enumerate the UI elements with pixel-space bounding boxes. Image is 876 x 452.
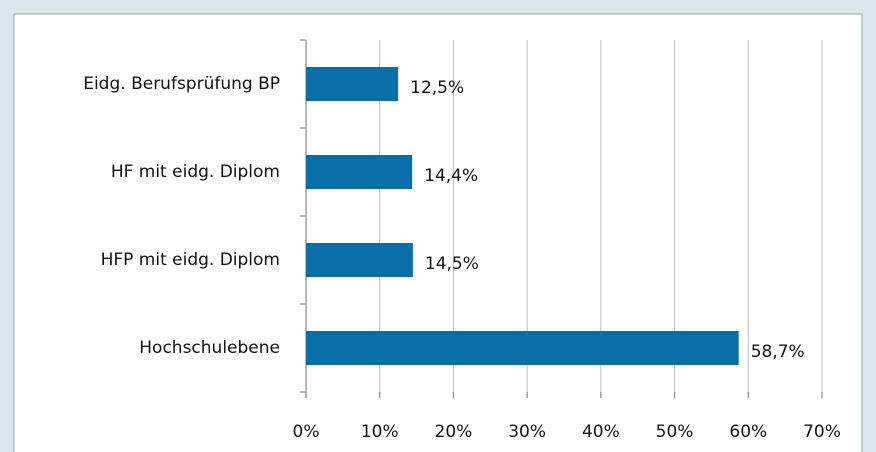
data-label: 14,4% — [424, 166, 478, 186]
x-tick-label: 60% — [729, 422, 767, 442]
x-tick-label: 0% — [293, 422, 320, 442]
data-label: 14,5% — [425, 254, 479, 274]
y-tick-label: Eidg. Berufsprüfung BP — [83, 74, 280, 94]
bar — [306, 243, 413, 277]
x-tick-label: 20% — [435, 422, 473, 442]
x-tick-label: 40% — [582, 422, 620, 442]
bar — [306, 67, 399, 101]
bar — [306, 331, 739, 365]
x-tick-label: 10% — [361, 422, 399, 442]
chart-panel — [13, 13, 863, 452]
x-tick-label: 30% — [508, 422, 546, 442]
data-label: 12,5% — [410, 78, 464, 98]
y-tick-label: HF mit eidg. Diplom — [111, 162, 280, 182]
data-label: 58,7% — [751, 342, 805, 362]
bar — [306, 155, 413, 189]
x-tick-label: 50% — [656, 422, 694, 442]
y-tick-label: Hochschulebene — [139, 338, 280, 358]
y-tick-label: HFP mit eidg. Diplom — [101, 250, 280, 270]
x-tick-label: 70% — [803, 422, 841, 442]
